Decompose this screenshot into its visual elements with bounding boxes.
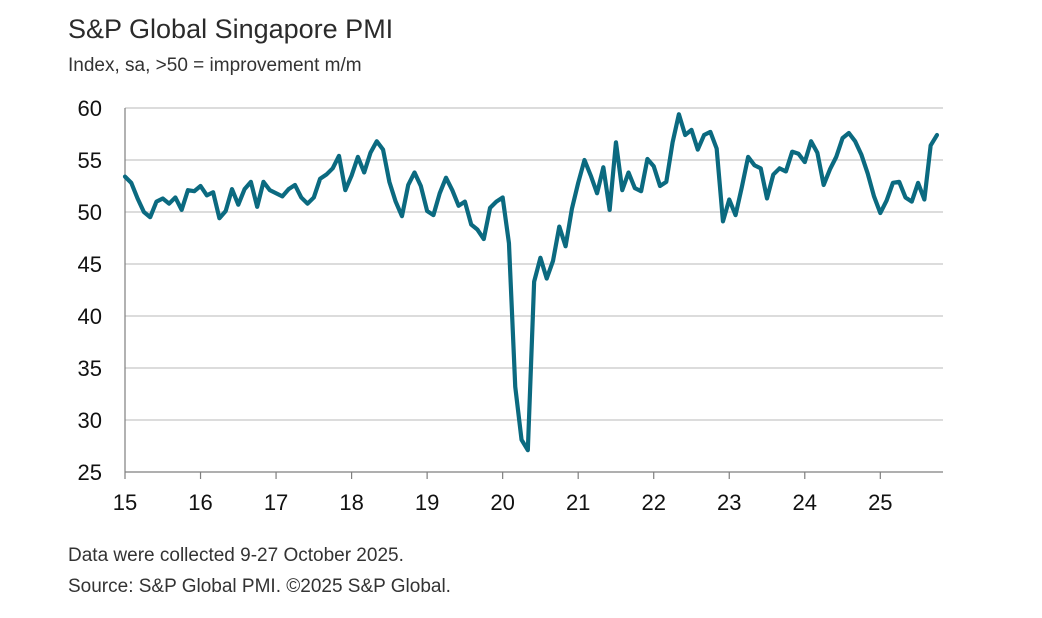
axes (124, 108, 943, 479)
x-tick-label: 24 (793, 490, 817, 515)
gridlines (125, 107, 943, 421)
x-tick-label: 15 (113, 490, 137, 515)
series-layer (122, 112, 940, 453)
y-tick-labels: 25 30 35 40 45 50 55 60 (78, 96, 102, 485)
chart-title: S&P Global Singapore PMI (68, 14, 394, 44)
x-tick-label: 25 (868, 490, 892, 515)
x-tick-label: 17 (264, 490, 288, 515)
x-tick-label: 21 (566, 490, 590, 515)
x-tick-label: 23 (717, 490, 741, 515)
y-tick-label: 60 (78, 96, 102, 121)
y-tick-label: 50 (78, 200, 102, 225)
series-line-pmi (122, 112, 940, 453)
chart-subtitle: Index, sa, >50 = improvement m/m (68, 55, 362, 76)
y-tick-label: 40 (78, 304, 102, 329)
x-tick-label: 20 (490, 490, 514, 515)
x-tick-label: 22 (641, 490, 665, 515)
y-tick-label: 35 (78, 356, 102, 381)
x-tick-labels: 15 16 17 18 19 20 21 22 23 24 25 (113, 490, 893, 515)
x-tick-label: 16 (188, 490, 212, 515)
x-tick-label: 18 (339, 490, 363, 515)
data-collection-note: Data were collected 9-27 October 2025. (68, 545, 404, 566)
y-tick-label: 55 (78, 148, 102, 173)
y-tick-label: 30 (78, 408, 102, 433)
y-tick-label: 45 (78, 252, 102, 277)
x-tick-label: 19 (415, 490, 439, 515)
y-tick-label: 25 (78, 460, 102, 485)
source-note: Source: S&P Global PMI. ©2025 S&P Global… (68, 576, 451, 597)
